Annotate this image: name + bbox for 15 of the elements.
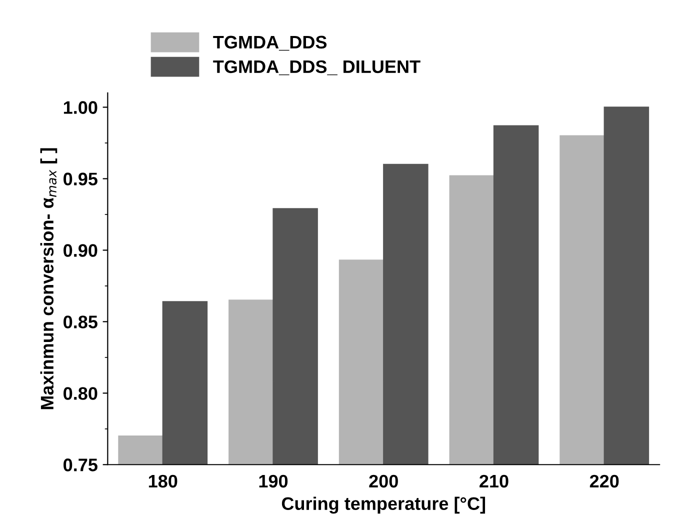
x-tick-label: 180 [148, 474, 178, 488]
x-axis-title: Curing temperature [°C] [282, 496, 486, 514]
x-tick-label: 210 [480, 474, 508, 488]
y-tick-label: 0.75 [64, 458, 98, 472]
x-tick-label: 200 [369, 474, 398, 488]
y-tick-label: 1.00 [64, 101, 98, 114]
x-tick-label: 220 [590, 474, 619, 488]
y-tick-label: 0.80 [64, 387, 98, 400]
y-tick-label: 0.85 [64, 316, 98, 328]
legend-label: TGMDA_DDS_ DILUENT [213, 60, 420, 76]
x-tick-label: 190 [259, 474, 288, 488]
y-tick-label: 0.90 [64, 244, 98, 257]
y-tick-label: 0.95 [64, 172, 98, 186]
legend-label: TGMDA_DDS [213, 36, 327, 51]
y-axis-title: Maxinmun conversion- α$_{max}$ [ ] [40, 148, 58, 410]
